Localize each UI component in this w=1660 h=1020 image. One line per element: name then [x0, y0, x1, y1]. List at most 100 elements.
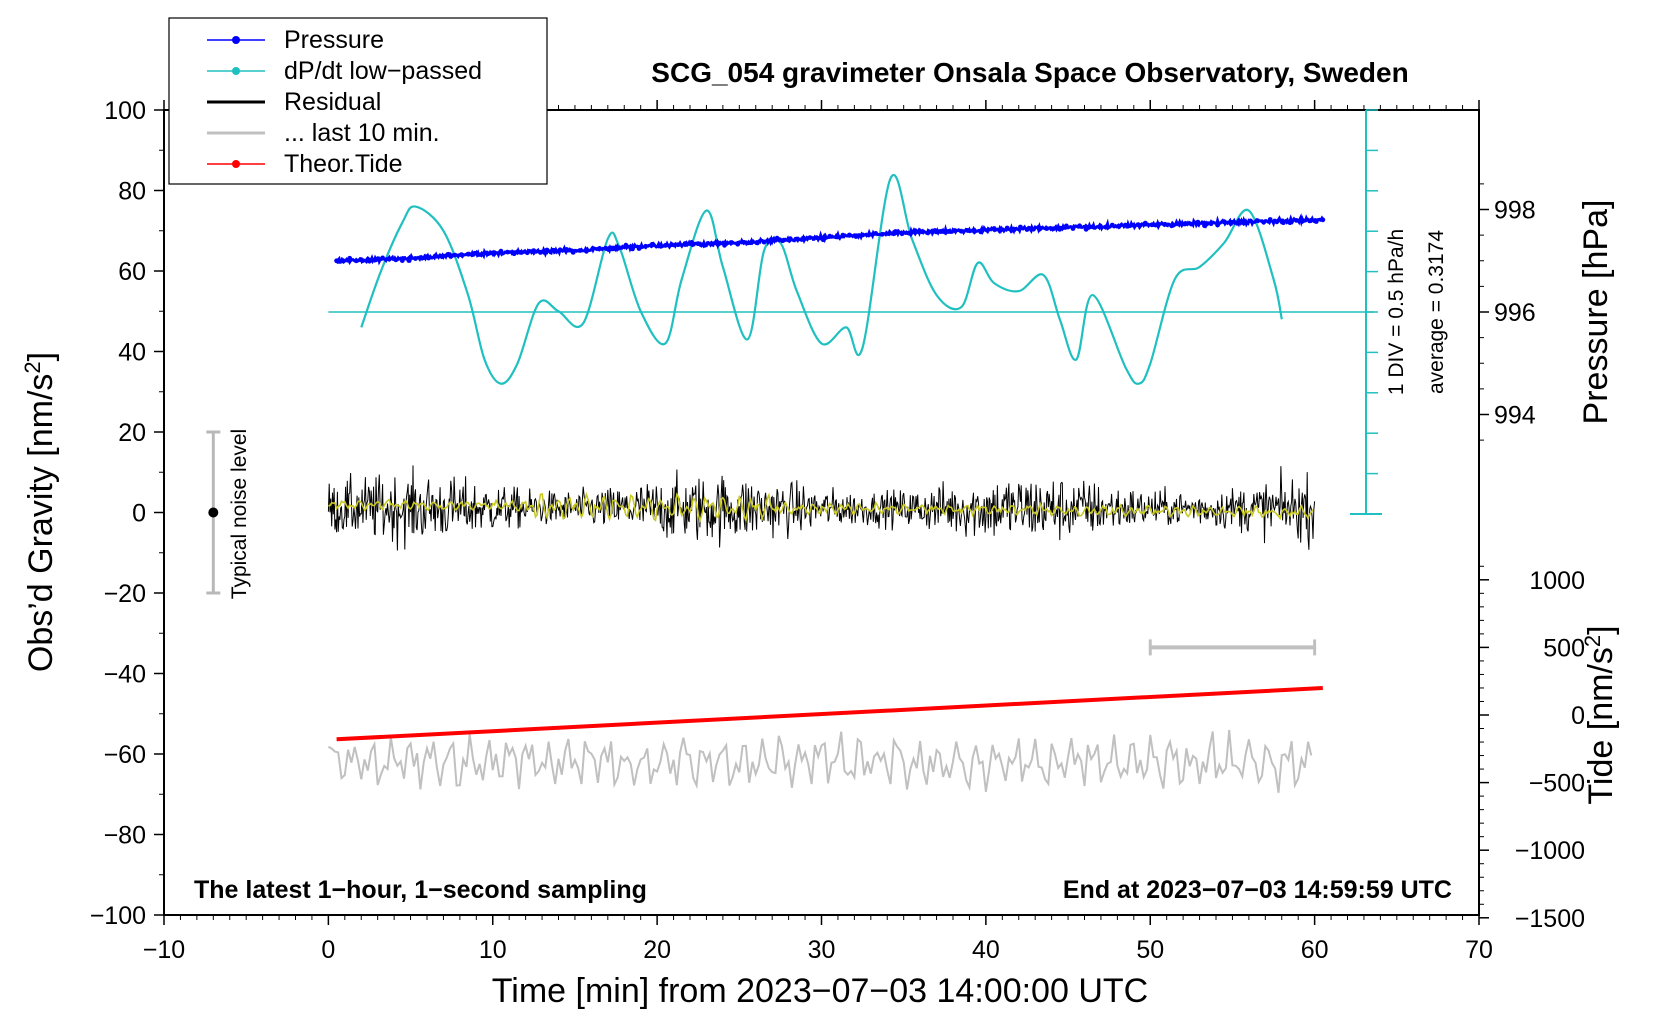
series-dpdt: [360, 174, 1283, 385]
tide-tick-label: −500: [1529, 770, 1585, 798]
pressure-point: [518, 250, 524, 255]
pressure-point: [492, 250, 497, 256]
pressure-point: [478, 252, 484, 257]
x-tick-label: 40: [972, 936, 1000, 964]
pressure-point: [1300, 218, 1306, 224]
pressure-point: [1090, 224, 1096, 230]
pressure-point: [807, 235, 813, 241]
y-axis-title: Obs’d Gravity [nm/s2]: [20, 352, 61, 672]
y-axis-title-main: Obs’d Gravity [nm/s: [22, 374, 60, 673]
pressure-tick-label: 998: [1494, 197, 1536, 225]
pressure-point: [386, 256, 392, 262]
pressure-point: [932, 228, 938, 233]
pressure-point: [1136, 222, 1142, 228]
pressure-point: [432, 253, 438, 259]
x-tick-label: 70: [1465, 936, 1493, 964]
pressure-point: [676, 242, 681, 248]
pressure-point: [662, 243, 668, 248]
pressure-point: [570, 249, 576, 255]
pressure-point: [498, 248, 504, 254]
noise-label: Typical noise level: [228, 429, 251, 599]
pressure-point: [669, 242, 675, 248]
pressure-point: [524, 250, 530, 256]
pressure-point: [814, 235, 819, 241]
pressure-point: [925, 230, 931, 235]
pressure-point: [1011, 227, 1017, 233]
dpdt-scale-bar: [328, 109, 1382, 515]
pressure-point: [899, 231, 905, 237]
pressure-point: [1294, 218, 1299, 223]
pressure-point: [1195, 219, 1201, 225]
pressure-point: [1254, 218, 1260, 223]
tide-tick-label: 500: [1543, 634, 1585, 662]
pressure-point: [866, 232, 872, 237]
y-axis-title-end: ]: [22, 352, 60, 361]
pressure-point: [958, 228, 964, 234]
pressure-point: [873, 231, 879, 236]
pressure-point: [774, 235, 780, 241]
y-tick-label: 0: [132, 500, 146, 528]
pressure-point: [399, 258, 405, 263]
pressure-point: [1261, 219, 1267, 225]
y-axis-title-sup: 2: [20, 361, 45, 373]
x-tick-label: 20: [643, 936, 671, 964]
pressure-point: [1116, 224, 1122, 230]
noise-center-dot: [208, 507, 219, 518]
pressure-point: [1202, 223, 1207, 229]
tide-axis-title: Tide [nm/s2]: [1580, 625, 1621, 804]
pressure-point: [840, 232, 846, 238]
legend-label: Residual: [284, 88, 381, 116]
pressure-point: [1123, 222, 1128, 228]
pressure-point: [623, 242, 629, 248]
legend: Pressure dP/dt low−passed Residual ... last…: [207, 26, 482, 178]
x-tick-label: 10: [479, 936, 507, 964]
legend-label: Theor.Tide: [284, 150, 403, 178]
pressure-point: [1320, 217, 1326, 223]
pressure-point: [1142, 220, 1148, 226]
pressure-point: [998, 227, 1004, 233]
pressure-point: [649, 241, 655, 247]
div-label: 1 DIV = 0.5 hPa/h: [1385, 229, 1408, 395]
pressure-point: [1169, 223, 1174, 229]
pressure-point: [636, 246, 642, 251]
pressure-point: [1004, 225, 1010, 231]
pressure-point: [1162, 221, 1168, 227]
pressure-point: [801, 235, 806, 241]
sampling-caption: The latest 1−hour, 1−second sampling: [194, 876, 647, 904]
legend-label: ... last 10 min.: [284, 119, 440, 147]
y-tick-label: −40: [104, 661, 146, 689]
pressure-point: [912, 228, 918, 234]
pressure-point: [1149, 222, 1155, 228]
y-tick-label: −100: [90, 902, 146, 930]
end-time-caption: End at 2023−07−03 14:59:59 UTC: [1063, 876, 1452, 904]
legend-label: Pressure: [284, 26, 384, 54]
pressure-point: [367, 258, 372, 264]
pressure-point: [426, 255, 431, 261]
pressure-point: [1018, 224, 1023, 230]
tide-axis: 1000 500 0 −500 −1000 −1500: [1479, 565, 1585, 933]
pressure-point: [1083, 226, 1089, 232]
pressure-point: [393, 257, 399, 263]
pressure-point: [1077, 223, 1082, 229]
pressure-point: [406, 258, 412, 263]
pressure-point: [459, 252, 464, 257]
pressure-point: [419, 255, 425, 261]
pressure-point: [820, 237, 826, 243]
pressure-point: [827, 233, 833, 239]
pressure-point: [577, 248, 583, 253]
pressure-point: [1208, 221, 1214, 227]
pressure-point: [353, 258, 359, 264]
pressure-point: [906, 230, 911, 236]
pressure-point: [768, 238, 773, 244]
pressure-point: [511, 251, 517, 257]
pressure-point: [1248, 218, 1253, 224]
pressure-point: [689, 240, 694, 245]
y-tick-label: 60: [118, 258, 146, 286]
legend-label: dP/dt low−passed: [284, 57, 482, 85]
pressure-point: [597, 246, 602, 251]
pressure-point: [761, 239, 767, 245]
pressure-point: [347, 255, 353, 261]
x-tick-label: 60: [1301, 936, 1329, 964]
legend-marker: [232, 67, 240, 75]
pressure-point: [735, 241, 741, 247]
